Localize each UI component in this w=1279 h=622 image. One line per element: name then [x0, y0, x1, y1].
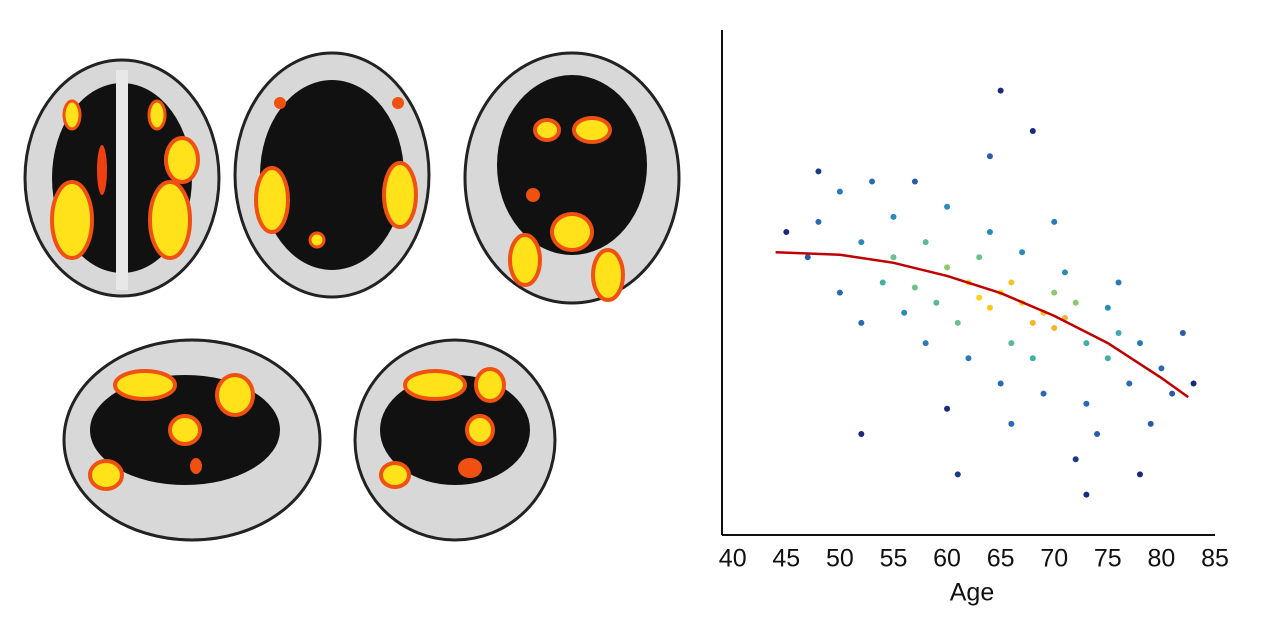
point [890, 254, 897, 261]
point [1008, 420, 1015, 427]
x-tick-label: 75 [1094, 545, 1122, 573]
point [954, 471, 961, 478]
axial-slice [233, 51, 431, 299]
point [965, 355, 972, 362]
point [1104, 355, 1111, 362]
x-tick-label: 45 [772, 545, 800, 573]
point [1104, 304, 1111, 311]
point [858, 431, 865, 437]
point [1169, 390, 1176, 397]
point [944, 264, 951, 271]
point [1061, 269, 1068, 276]
axial-slice [463, 51, 681, 305]
point [869, 178, 876, 185]
sagittal-slice [62, 338, 322, 542]
point [879, 279, 886, 286]
point [1019, 249, 1026, 256]
x-tick-label: 70 [1040, 545, 1068, 573]
axial-slice [23, 58, 221, 298]
point [1083, 340, 1090, 347]
point [1051, 324, 1058, 331]
point [836, 188, 843, 195]
point [1029, 128, 1036, 134]
scatter-plot: Age 40 45 50 55 60 65 70 75 80 85 [719, 30, 1229, 607]
point [836, 289, 843, 296]
point [1190, 380, 1197, 387]
x-tick-label: 55 [880, 545, 908, 573]
point [1051, 289, 1058, 296]
point [976, 254, 983, 261]
point [922, 239, 929, 246]
x-tick-label: 40 [719, 545, 747, 573]
point [1008, 340, 1015, 347]
point [815, 168, 822, 175]
point [986, 229, 993, 235]
point [1083, 491, 1090, 498]
x-axis-title: Age [950, 579, 994, 607]
x-tick-label: 85 [1201, 545, 1229, 573]
brain-images [23, 51, 681, 542]
point [815, 218, 822, 225]
point [933, 299, 940, 306]
point [1029, 319, 1036, 326]
point [997, 87, 1004, 94]
point [890, 213, 897, 220]
point [1072, 456, 1079, 463]
point [1147, 420, 1154, 427]
point [901, 309, 908, 316]
point [858, 239, 865, 246]
point [783, 229, 790, 235]
point [1029, 355, 1036, 362]
point [911, 178, 918, 185]
point [954, 319, 961, 326]
point [986, 153, 993, 160]
point [1083, 400, 1090, 407]
point [944, 203, 951, 210]
point [1008, 279, 1015, 286]
point [1158, 365, 1165, 372]
x-tick-label: 60 [933, 545, 961, 573]
point [804, 254, 811, 261]
point [1094, 431, 1101, 437]
point [997, 380, 1004, 387]
point [1051, 218, 1058, 225]
point [1072, 299, 1079, 306]
point [1115, 279, 1122, 286]
point [986, 304, 993, 311]
point [976, 294, 983, 301]
point [1179, 330, 1186, 336]
point [911, 284, 918, 291]
fit-line [775, 250, 1189, 399]
x-tick-label: 50 [826, 545, 854, 573]
x-tick-label: 65 [987, 545, 1015, 573]
point [944, 405, 951, 412]
point [1040, 390, 1047, 397]
point [922, 340, 929, 347]
point [858, 319, 865, 326]
point [1136, 471, 1143, 478]
point [1115, 330, 1122, 336]
sagittal-slice [353, 338, 557, 542]
x-tick-label: 80 [1148, 545, 1176, 573]
point [1126, 380, 1133, 387]
point [1136, 340, 1143, 347]
